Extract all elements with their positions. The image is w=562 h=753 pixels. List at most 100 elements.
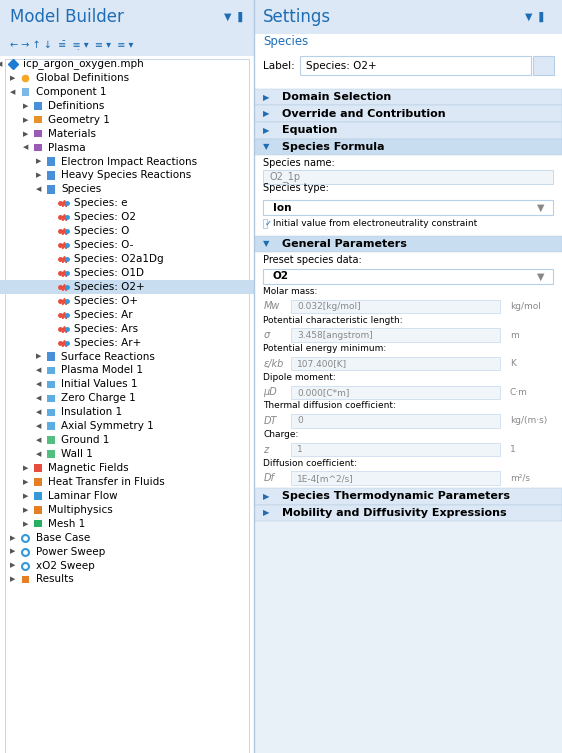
Text: Definitions: Definitions (48, 101, 105, 111)
Bar (34, 478, 42, 486)
Text: Ion: Ion (273, 203, 291, 213)
Text: Equation: Equation (282, 125, 337, 136)
Text: ◀: ◀ (35, 382, 41, 387)
Bar (254, 0, 562, 34)
Text: ▶: ▶ (263, 93, 270, 102)
Text: z: z (263, 444, 269, 455)
Text: Species Formula: Species Formula (282, 142, 384, 152)
Text: Surface Reactions: Surface Reactions (61, 352, 155, 361)
Text: Dipole moment:: Dipole moment: (263, 373, 336, 382)
Bar (34, 506, 42, 514)
Text: Power Sweep: Power Sweep (35, 547, 105, 556)
Text: μD: μD (263, 387, 277, 398)
Text: Ground 1: Ground 1 (61, 435, 110, 445)
Text: Preset species data:: Preset species data: (263, 255, 362, 265)
Text: Heavy Species Reactions: Heavy Species Reactions (61, 170, 191, 181)
Bar (291, 443, 500, 456)
Bar (21, 88, 29, 96)
Text: Axial Symmetry 1: Axial Symmetry 1 (61, 421, 154, 431)
Text: 1: 1 (510, 445, 515, 454)
Bar (47, 395, 55, 402)
Text: ▶: ▶ (23, 117, 28, 123)
Text: σ: σ (263, 330, 269, 340)
Text: ◀: ◀ (35, 410, 41, 415)
Text: ▶: ▶ (10, 549, 16, 554)
Text: Initial value from electroneutrality constraint: Initial value from electroneutrality con… (273, 219, 477, 228)
Text: 0.000[C*m]: 0.000[C*m] (297, 388, 350, 397)
Text: ▶: ▶ (35, 354, 41, 359)
Bar (254, 89, 562, 105)
Text: Species: Ar: Species: Ar (74, 309, 132, 320)
Text: ◀: ◀ (35, 437, 41, 443)
Bar (47, 450, 55, 458)
Text: Mesh 1: Mesh 1 (48, 519, 85, 529)
Text: Diffusion coefficient:: Diffusion coefficient: (263, 459, 357, 468)
Bar (47, 380, 55, 389)
Bar (34, 130, 42, 138)
Text: ◀: ◀ (35, 187, 41, 192)
Text: Initial Values 1: Initial Values 1 (61, 380, 138, 389)
Text: Species: O2+: Species: O2+ (74, 282, 144, 292)
Text: Mobility and Diffusivity Expressions: Mobility and Diffusivity Expressions (282, 508, 506, 518)
Text: 3.458[angstrom]: 3.458[angstrom] (297, 331, 373, 340)
Bar (47, 408, 55, 416)
Text: DT: DT (263, 416, 277, 426)
Text: ▶: ▶ (263, 492, 270, 501)
Text: Molar mass:: Molar mass: (263, 287, 318, 296)
Text: Label:: Label: (263, 60, 295, 71)
Text: Heat Transfer in Fluids: Heat Transfer in Fluids (48, 477, 165, 487)
Text: Base Case: Base Case (35, 532, 90, 543)
Bar (34, 144, 42, 151)
Bar (263, 269, 553, 284)
Text: Species: O2: Species: O2 (74, 212, 135, 222)
Text: kg/mol: kg/mol (510, 302, 541, 311)
Text: Species: O2a1Dg: Species: O2a1Dg (74, 254, 164, 264)
Bar (254, 122, 562, 139)
Text: ▶: ▶ (263, 126, 270, 135)
Text: Species: O: Species: O (74, 226, 129, 236)
Text: O2: O2 (273, 271, 288, 282)
Text: Potential characteristic length:: Potential characteristic length: (263, 316, 403, 325)
Text: Model Builder: Model Builder (10, 8, 124, 26)
Text: ◀: ◀ (35, 367, 41, 373)
Bar (47, 422, 55, 430)
Text: Species Thermodynamic Parameters: Species Thermodynamic Parameters (282, 491, 510, 501)
Text: ▶: ▶ (23, 479, 28, 485)
Bar (291, 471, 500, 485)
Text: ▼ ▐: ▼ ▐ (525, 11, 543, 22)
Bar (21, 575, 29, 583)
Text: Species name:: Species name: (263, 157, 335, 168)
Text: Override and Contribution: Override and Contribution (282, 108, 445, 119)
Text: 0.032[kg/mol]: 0.032[kg/mol] (297, 302, 361, 311)
Bar (263, 219, 267, 228)
Bar (263, 170, 553, 184)
Text: General Parameters: General Parameters (282, 239, 407, 249)
Bar (0, 0, 254, 34)
Text: C·m: C·m (510, 388, 528, 397)
Bar (34, 464, 42, 471)
Text: ▶: ▶ (23, 507, 28, 513)
Text: ▶: ▶ (23, 465, 28, 471)
Text: 107.400[K]: 107.400[K] (297, 359, 347, 368)
Bar (291, 386, 500, 399)
Bar (300, 56, 531, 75)
Text: ← → ↑ ↓  ≡̄  ≡̣ ▾  ≡ ▾  ≡ ▾: ← → ↑ ↓ ≡̄ ≡̣ ▾ ≡ ▾ ≡ ▾ (10, 40, 134, 50)
Text: m²/s: m²/s (510, 474, 529, 483)
Bar (291, 300, 500, 313)
Text: ▶: ▶ (35, 172, 41, 178)
Bar (0, 280, 254, 294)
Text: ◀: ◀ (10, 89, 16, 95)
Bar (34, 116, 42, 123)
Text: icp_argon_oxygen.mph: icp_argon_oxygen.mph (23, 59, 144, 69)
Bar (34, 492, 42, 500)
Text: ◀: ◀ (23, 145, 28, 151)
Text: ▼: ▼ (263, 142, 270, 151)
Text: Potential energy minimum:: Potential energy minimum: (263, 344, 387, 353)
Text: ▶: ▶ (23, 131, 28, 136)
Text: Species: O1D: Species: O1D (74, 268, 144, 278)
Text: Species type:: Species type: (263, 183, 329, 194)
Text: Laminar Flow: Laminar Flow (48, 491, 118, 501)
Text: ▶: ▶ (23, 521, 28, 526)
Text: ▶: ▶ (10, 577, 16, 582)
Text: xO2 Sweep: xO2 Sweep (35, 560, 94, 571)
